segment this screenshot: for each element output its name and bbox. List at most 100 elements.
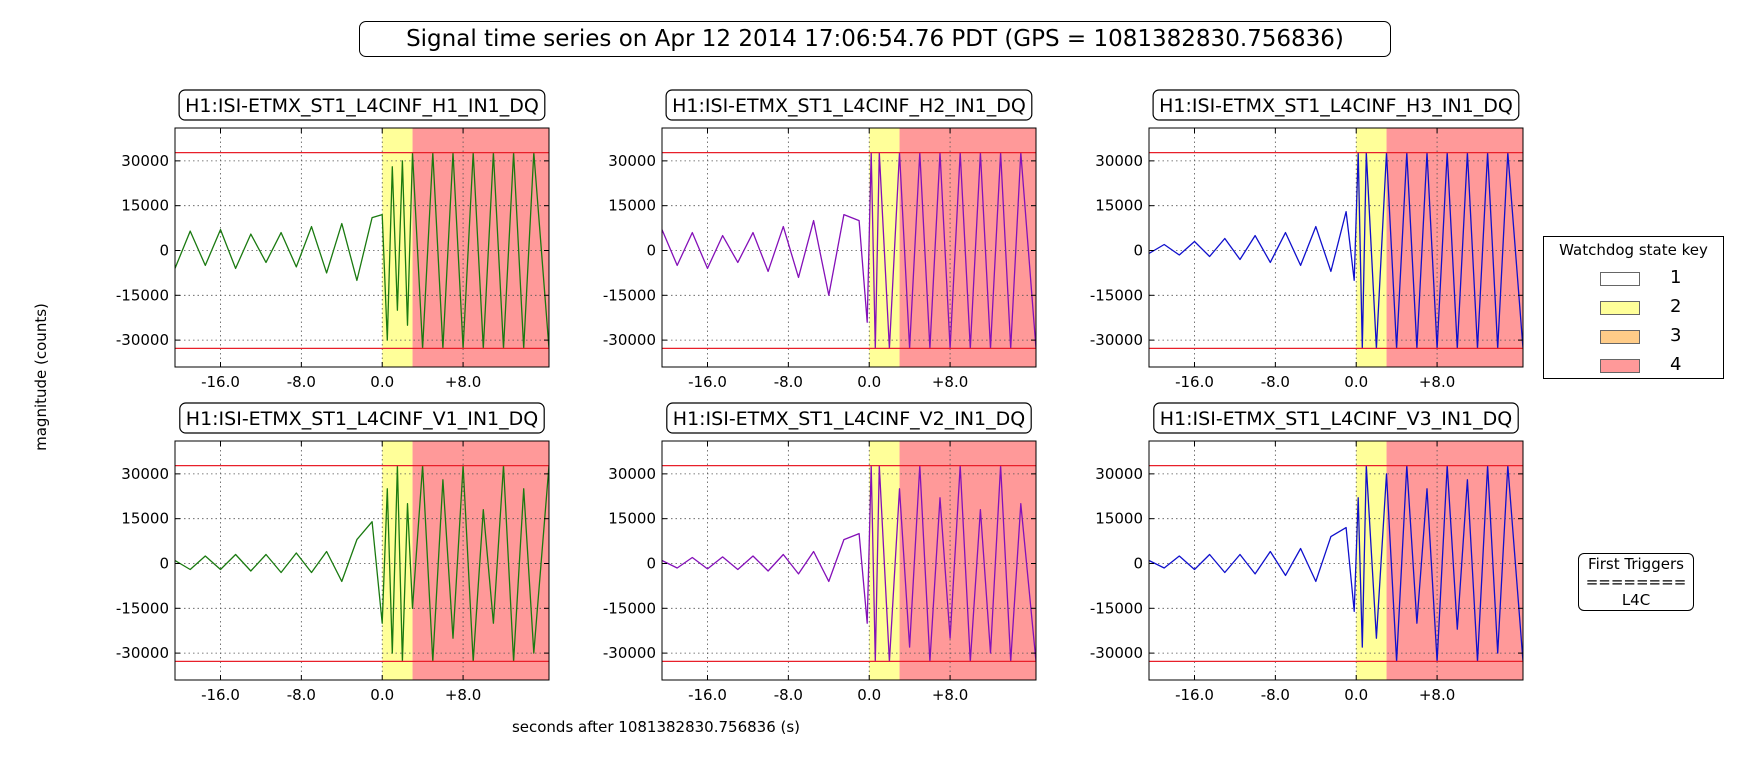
- subplot-title: H1:ISI-ETMX_ST1_L4CINF_V2_IN1_DQ: [673, 408, 1025, 430]
- x-tick-label: 0.0: [1344, 373, 1368, 391]
- x-tick-label: -8.0: [1261, 686, 1290, 704]
- y-tick-label: 0: [1133, 554, 1143, 572]
- first-triggers-title: First Triggers: [1588, 555, 1684, 573]
- subplot-title-box: [178, 89, 546, 121]
- subplot-1: -16.0 -8.0 0.0 +8.0 30000 15000 0 -15000 -30000 H…: [116, 89, 550, 391]
- first-triggers-value: L4C: [1621, 591, 1651, 609]
- x-tick-label: -16.0: [688, 686, 727, 704]
- subplot-4: -16.0 -8.0 0.0 +8.0 30000 15000 0 -15000 -30000 H…: [116, 402, 550, 704]
- y-tick-label: -30000: [1090, 644, 1143, 662]
- state-span-4: [1386, 128, 1523, 367]
- y-tick-label: 15000: [1095, 197, 1143, 215]
- legend-label-3: 3: [1670, 325, 1682, 346]
- first-triggers-separator: ========: [1585, 573, 1687, 591]
- state-span-4: [412, 441, 549, 680]
- axes-frame: [174, 127, 550, 368]
- y-tick-label: 0: [159, 554, 169, 572]
- x-tick-label: -16.0: [688, 373, 727, 391]
- y-tick-label: -15000: [116, 599, 169, 617]
- y-tick-label: 0: [646, 554, 656, 572]
- y-tick-label: -30000: [116, 644, 169, 662]
- x-tick-label: -16.0: [1175, 686, 1214, 704]
- watchdog-legend: Watchdog state key 1 2 3 4: [1543, 236, 1724, 379]
- first-triggers-box: First Triggers ======== L4C: [1578, 553, 1694, 611]
- x-tick-label: 0.0: [857, 373, 881, 391]
- x-tick-label: -8.0: [774, 373, 803, 391]
- y-tick-label: -30000: [603, 644, 656, 662]
- x-tick-label: 0.0: [370, 686, 394, 704]
- x-tick-label: +8.0: [445, 373, 481, 391]
- x-tick-label: -16.0: [201, 373, 240, 391]
- x-tick-label: -8.0: [287, 373, 316, 391]
- axes-frame: [661, 127, 1037, 368]
- x-tick-label: +8.0: [1419, 373, 1455, 391]
- axes-frame: [174, 440, 550, 681]
- y-tick-label: 30000: [608, 465, 656, 483]
- x-tick-label: +8.0: [445, 686, 481, 704]
- legend-swatch-2: [1600, 301, 1640, 315]
- y-tick-label: 0: [159, 241, 169, 259]
- subplot-title-box: [666, 402, 1032, 434]
- x-tick-label: 0.0: [857, 686, 881, 704]
- y-tick-label: 15000: [121, 197, 169, 215]
- subplot-title: H1:ISI-ETMX_ST1_L4CINF_H2_IN1_DQ: [672, 95, 1026, 117]
- y-tick-label: 15000: [1095, 510, 1143, 528]
- legend-label-4: 4: [1670, 354, 1682, 375]
- x-tick-label: -16.0: [201, 686, 240, 704]
- subplot-title: H1:ISI-ETMX_ST1_L4CINF_V3_IN1_DQ: [1160, 408, 1512, 430]
- legend-title: Watchdog state key: [1559, 241, 1708, 259]
- legend-swatch-4: [1600, 359, 1640, 373]
- subplot-title: H1:ISI-ETMX_ST1_L4CINF_V1_IN1_DQ: [186, 408, 538, 430]
- subplot-3: -16.0 -8.0 0.0 +8.0 30000 15000 0 -15000 -30000 H…: [1090, 89, 1524, 391]
- signal-line: [175, 151, 549, 350]
- subplot-title-box: [665, 89, 1033, 121]
- subplot-2: -16.0 -8.0 0.0 +8.0 30000 15000 0 -15000 -30000 H…: [603, 89, 1037, 391]
- subplot-5: -16.0 -8.0 0.0 +8.0 30000 15000 0 -15000 -30000 H…: [603, 402, 1037, 704]
- x-tick-label: +8.0: [1419, 686, 1455, 704]
- x-tick-label: -8.0: [1261, 373, 1290, 391]
- figure-title: Signal time series on Apr 12 2014 17:06:…: [359, 21, 1391, 57]
- x-tick-label: -8.0: [774, 686, 803, 704]
- x-tick-label: +8.0: [932, 686, 968, 704]
- y-tick-label: 30000: [121, 465, 169, 483]
- subplot-title: H1:ISI-ETMX_ST1_L4CINF_H3_IN1_DQ: [1159, 95, 1513, 117]
- y-tick-label: -15000: [1090, 286, 1143, 304]
- signal-line: [1149, 464, 1523, 663]
- legend-swatch-1: [1600, 272, 1640, 286]
- legend-swatch-3: [1600, 330, 1640, 344]
- state-span-4: [1386, 441, 1523, 680]
- y-tick-label: -30000: [603, 331, 656, 349]
- state-span-4: [412, 128, 549, 367]
- legend-label-2: 2: [1670, 296, 1682, 317]
- x-axis-label: seconds after 1081382830.756836 (s): [511, 718, 801, 736]
- legend-label-1: 1: [1670, 267, 1682, 288]
- subplot-6: -16.0 -8.0 0.0 +8.0 30000 15000 0 -15000 -30000 H…: [1090, 402, 1524, 704]
- x-tick-label: 0.0: [1344, 686, 1368, 704]
- y-tick-label: 30000: [1095, 152, 1143, 170]
- y-tick-label: -15000: [1090, 599, 1143, 617]
- x-tick-label: -16.0: [1175, 373, 1214, 391]
- y-tick-label: 15000: [608, 197, 656, 215]
- y-tick-label: 0: [1133, 241, 1143, 259]
- y-tick-label: -15000: [603, 286, 656, 304]
- axes-frame: [1148, 127, 1524, 368]
- x-tick-label: -8.0: [287, 686, 316, 704]
- state-span-4: [899, 441, 1036, 680]
- subplot-title-box: [179, 402, 545, 434]
- x-tick-label: 0.0: [370, 373, 394, 391]
- y-tick-label: -15000: [116, 286, 169, 304]
- x-tick-label: +8.0: [932, 373, 968, 391]
- y-tick-label: -30000: [1090, 331, 1143, 349]
- state-span-4: [899, 128, 1036, 367]
- y-tick-label: -30000: [116, 331, 169, 349]
- y-tick-label: 0: [646, 241, 656, 259]
- subplot-title-box: [1152, 89, 1520, 121]
- y-tick-label: 30000: [608, 152, 656, 170]
- subplot-title: H1:ISI-ETMX_ST1_L4CINF_H1_IN1_DQ: [185, 95, 539, 117]
- y-tick-label: 15000: [608, 510, 656, 528]
- signal-line: [175, 464, 549, 663]
- axes-frame: [661, 440, 1037, 681]
- y-tick-label: 30000: [121, 152, 169, 170]
- y-tick-label: -15000: [603, 599, 656, 617]
